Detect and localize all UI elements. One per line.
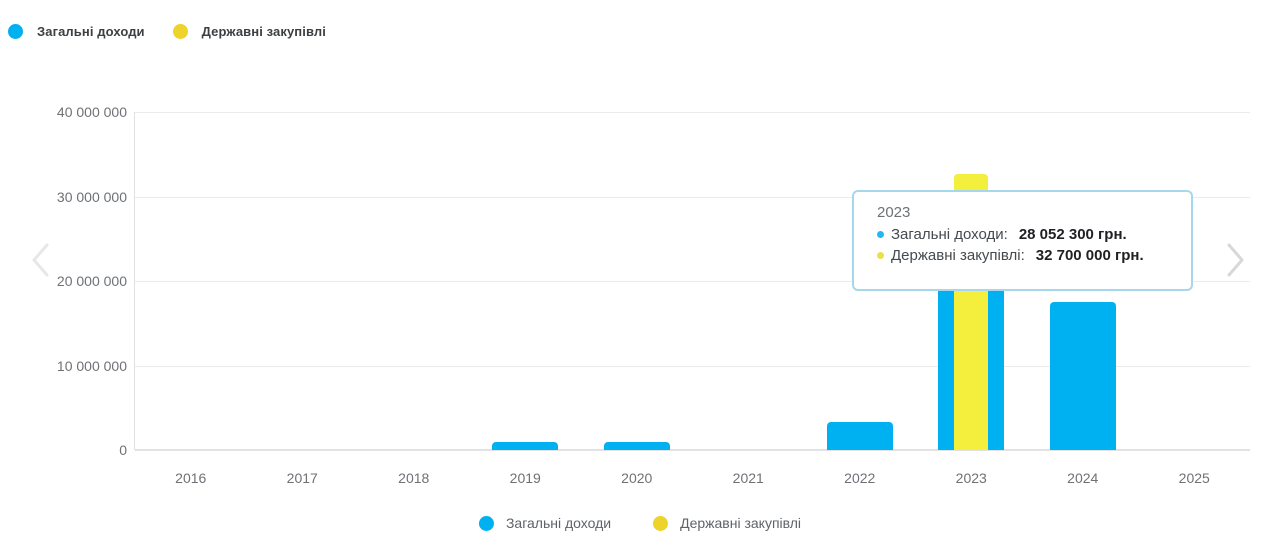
bar-total-revenues-2024[interactable] bbox=[1049, 302, 1116, 450]
blue-dot-icon bbox=[877, 231, 884, 238]
x-axis-label: 2019 bbox=[509, 470, 541, 486]
blue-dot-icon bbox=[478, 515, 494, 531]
x-axis-label: 2017 bbox=[286, 470, 318, 486]
x-axis-label: 2024 bbox=[1067, 470, 1099, 486]
legend-label: Загальні доходи bbox=[37, 24, 145, 39]
y-axis-label: 0 bbox=[119, 442, 127, 458]
tooltip-row-public-procurement: Державні закупівлі: 32 700 000 грн. bbox=[877, 245, 1179, 266]
x-axis-label: 2023 bbox=[955, 470, 987, 486]
gridline bbox=[135, 196, 1250, 198]
carousel-prev-button[interactable] bbox=[26, 238, 54, 282]
blue-dot-icon bbox=[8, 24, 23, 39]
chevron-left-icon bbox=[29, 241, 51, 279]
tooltip-value: 28 052 300 грн. bbox=[1018, 226, 1127, 243]
gridline bbox=[135, 112, 1250, 113]
legend-label: Державні закупівлі bbox=[201, 24, 326, 39]
legend-top-item-total-revenues[interactable]: Загальні доходи bbox=[8, 24, 145, 39]
tooltip-label: Державні закупівлі: bbox=[891, 247, 1025, 264]
gridline bbox=[135, 281, 1250, 282]
y-axis-label: 10 000 000 bbox=[56, 357, 127, 374]
y-axis-label: 30 000 000 bbox=[56, 188, 127, 205]
carousel-next-button[interactable] bbox=[1222, 238, 1250, 282]
bar-total-revenues-2020[interactable] bbox=[603, 441, 670, 450]
chart-tooltip: 2023 Загальні доходи: 28 052 300 грн. Де… bbox=[852, 190, 1193, 291]
tooltip-label: Загальні доходи: bbox=[891, 226, 1008, 243]
y-axis-label: 20 000 000 bbox=[56, 273, 127, 289]
chevron-right-icon bbox=[1225, 241, 1247, 279]
legend-bottom-item-public-procurement[interactable]: Державні закупівлі bbox=[653, 515, 801, 531]
x-axis-line bbox=[135, 449, 1250, 451]
yellow-dot-icon bbox=[172, 24, 188, 39]
x-axis-label: 2022 bbox=[844, 470, 876, 486]
legend-top: Загальні доходи Державні закупівлі bbox=[8, 24, 326, 39]
bar-total-revenues-2022[interactable] bbox=[826, 422, 893, 450]
x-axis-label: 2021 bbox=[732, 470, 764, 486]
tooltip-value: 32 700 000 грн. bbox=[1035, 247, 1144, 264]
x-axis-label: 2025 bbox=[1178, 470, 1210, 486]
x-axis-label: 2020 bbox=[621, 470, 653, 486]
x-axis-label: 2018 bbox=[398, 470, 430, 486]
bar-total-revenues-2019[interactable] bbox=[492, 441, 559, 450]
legend-label: Державні закупівлі bbox=[680, 515, 802, 531]
yellow-dot-icon bbox=[877, 252, 884, 259]
tooltip-title: 2023 bbox=[877, 204, 911, 221]
y-axis-label: 40 000 000 bbox=[56, 104, 127, 120]
legend-top-item-public-procurement[interactable]: Державні закупівлі bbox=[172, 24, 326, 39]
y-axis-line bbox=[134, 112, 135, 450]
yellow-dot-icon bbox=[653, 515, 669, 531]
legend-bottom: Загальні доходи Державні закупівлі bbox=[478, 515, 801, 531]
legend-label: Загальні доходи bbox=[505, 515, 612, 531]
x-axis-label: 2016 bbox=[175, 470, 207, 486]
tooltip-row-total-revenues: Загальні доходи: 28 052 300 грн. bbox=[877, 224, 1179, 245]
legend-bottom-item-total-revenues[interactable]: Загальні доходи bbox=[478, 515, 612, 531]
gridline bbox=[135, 365, 1250, 367]
